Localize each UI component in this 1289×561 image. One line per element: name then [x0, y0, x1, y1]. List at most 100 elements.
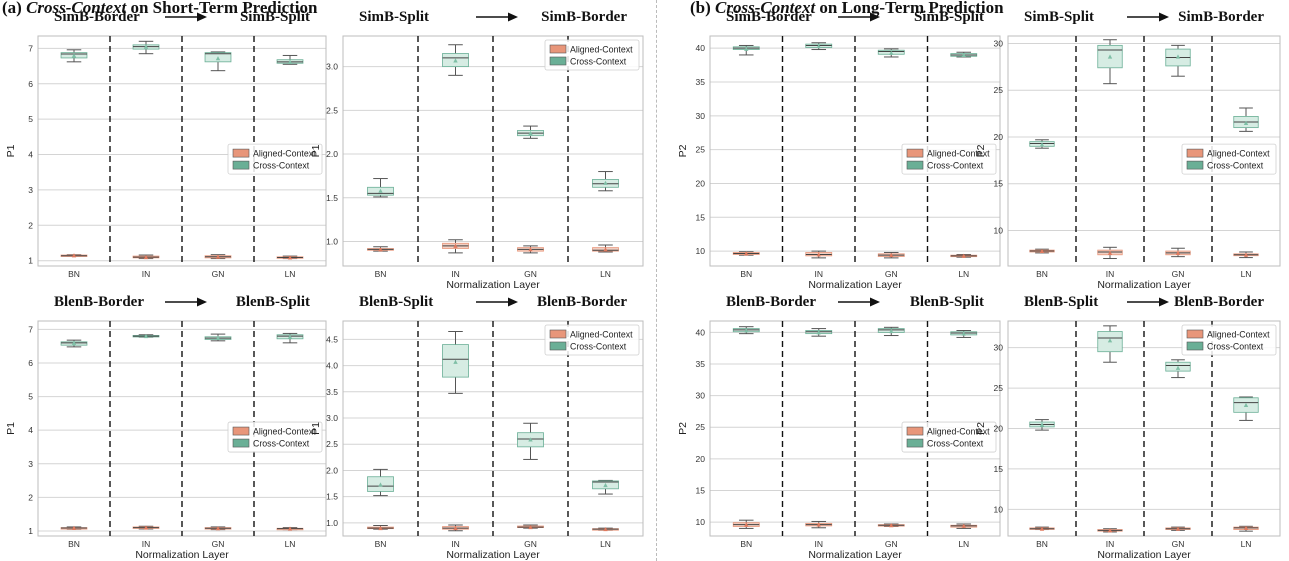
- mean-marker: [603, 180, 608, 185]
- box-aligned: [367, 525, 394, 531]
- box-aligned: [132, 525, 160, 530]
- box-cross: [132, 333, 160, 339]
- x-tick-label: IN: [451, 269, 460, 279]
- right-arrow-icon: [838, 12, 880, 22]
- y-tick-label: 3.5: [326, 387, 338, 397]
- y-tick-label: 10: [696, 246, 706, 256]
- legend-box: [227, 143, 323, 175]
- legend: Aligned-Context Cross-Context: [901, 421, 997, 453]
- y-tick-label: 2.5: [326, 105, 338, 115]
- box-aligned: [805, 520, 833, 529]
- y-tick-label: 10: [994, 225, 1004, 235]
- header-source: BlenB-Split: [1024, 294, 1099, 310]
- x-tick-label: LN: [1241, 269, 1252, 279]
- legend: Aligned-Context Cross-Context: [544, 324, 640, 356]
- section-b-prefix: (b): [690, 0, 716, 17]
- x-tick-label: GN: [885, 269, 898, 279]
- box-cross: [592, 171, 619, 192]
- mean-marker: [603, 526, 608, 532]
- legend-label: Cross-Context: [253, 161, 310, 171]
- legend-swatch: [549, 329, 567, 339]
- box-cross: [950, 51, 978, 58]
- legend-swatch: [906, 426, 924, 436]
- right-arrow-icon: [476, 12, 518, 22]
- x-axis-label: Normalization Layer: [1097, 549, 1191, 561]
- mean-marker: [603, 482, 608, 488]
- legend-box: [227, 421, 323, 453]
- y-tick-label: 1.0: [326, 237, 338, 247]
- box-aligned: [1165, 526, 1191, 531]
- y-axis-label: P2: [677, 422, 689, 435]
- mean-marker: [453, 525, 458, 531]
- y-tick-label: 3.0: [326, 62, 338, 72]
- chart-b3: 10 15 20 25 30 35 40 BN IN GN LN Normalization Laye…: [677, 320, 1001, 561]
- y-tick-label: 35: [696, 359, 706, 369]
- mean-marker: [961, 253, 966, 258]
- box-cross: [805, 328, 833, 337]
- box-aligned: [1029, 248, 1055, 254]
- legend-swatch: [549, 44, 567, 54]
- mean-marker: [816, 252, 821, 257]
- y-tick-label: 25: [994, 85, 1004, 95]
- mean-marker: [889, 328, 894, 334]
- mean-marker: [1175, 54, 1181, 59]
- legend-swatch: [1186, 341, 1204, 351]
- mean-marker: [71, 525, 77, 530]
- header-target: SimB-Split: [913, 9, 984, 25]
- x-tick-label: GN: [1172, 269, 1185, 279]
- legend: Aligned-Context Cross-Context: [901, 143, 997, 175]
- y-tick-label: 3: [28, 185, 33, 195]
- mean-marker: [1175, 526, 1181, 531]
- x-tick-label: IN: [142, 539, 151, 549]
- y-tick-label: 10: [696, 517, 706, 527]
- box-cross: [950, 329, 978, 338]
- y-tick-label: 15: [994, 464, 1004, 474]
- y-tick-label: 15: [696, 212, 706, 222]
- y-tick-label: 40: [696, 43, 706, 53]
- y-axis-label: P2: [975, 422, 987, 435]
- legend-label: Cross-Context: [1207, 161, 1264, 171]
- box-cross: [60, 49, 88, 63]
- y-tick-label: 5: [28, 114, 33, 124]
- section-b-em: Cross-Context: [715, 0, 816, 17]
- y-tick-label: 1.5: [326, 492, 338, 502]
- mean-marker: [961, 331, 966, 336]
- legend: Aligned-Context Cross-Context: [544, 39, 640, 71]
- y-tick-label: 2.0: [326, 465, 338, 475]
- legend-swatch: [906, 160, 924, 170]
- mean-marker: [528, 524, 533, 530]
- y-tick-label: 30: [994, 38, 1004, 48]
- mean-marker: [71, 340, 77, 345]
- header-target: BlenB-Border: [1174, 294, 1264, 310]
- x-tick-label: LN: [958, 269, 969, 279]
- mean-marker: [215, 254, 221, 259]
- y-axis-label: P1: [5, 144, 17, 157]
- box-cross: [276, 54, 304, 65]
- legend: Aligned-Context Cross-Context: [1181, 143, 1277, 175]
- box-aligned: [442, 239, 469, 254]
- y-tick-label: 30: [696, 391, 706, 401]
- mean-marker: [961, 52, 966, 57]
- box-cross: [1097, 325, 1123, 363]
- box-cross: [1233, 396, 1259, 421]
- box-aligned: [1233, 525, 1259, 532]
- header-target: SimB-Border: [1178, 9, 1264, 25]
- mean-marker: [1175, 365, 1181, 370]
- legend: Aligned-Context Cross-Context: [227, 143, 323, 175]
- legend-swatch: [1186, 148, 1204, 158]
- mean-marker: [453, 243, 458, 248]
- mean-marker: [287, 59, 293, 64]
- box-aligned: [732, 251, 760, 256]
- header-source: BlenB-Border: [54, 294, 144, 310]
- legend-label: Cross-Context: [570, 57, 627, 67]
- mean-marker: [143, 525, 149, 530]
- header-target: SimB-Split: [239, 9, 310, 25]
- header-target: BlenB-Split: [235, 294, 310, 310]
- x-tick-label: BN: [375, 269, 387, 279]
- chart-a4: 1.0 1.5 2.0 2.5 3.0 3.5 4.0 4.5 BN IN GN LN Normaliz…: [310, 320, 644, 561]
- y-tick-label: 3: [28, 459, 33, 469]
- box-aligned: [1097, 528, 1123, 533]
- y-tick-label: 4.5: [326, 334, 338, 344]
- panel-header-b2: SimB-Split SimB-Border: [1016, 7, 1272, 29]
- box-aligned: [950, 253, 978, 258]
